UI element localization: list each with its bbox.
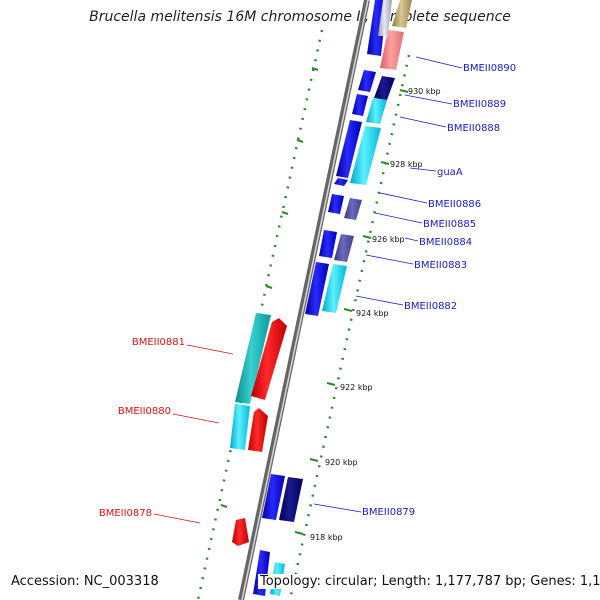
gene-bar-0883[interactable] [334,234,354,262]
leader-0886 [379,192,428,204]
leader-0889 [404,94,453,105]
gene-label-forward[interactable]: BMEII0882 [404,301,457,312]
gene-bar-0878[interactable] [232,518,249,546]
leader-guaA [409,167,437,172]
leader-0890 [415,56,463,69]
backbone-line [238,0,370,600]
leader-0883 [365,254,414,265]
gene-label-forward[interactable]: BMEII0888 [447,123,500,134]
gene-bar-tan[interactable] [392,0,412,28]
tick-label: 920 kbp [325,458,358,467]
tick-label: 922 kbp [340,383,373,392]
gene-bar-fwd[interactable] [352,94,368,116]
tick-label: 928 kbp [390,160,423,169]
inner-dash [296,139,304,143]
tick-label: 930 kbp [408,87,441,96]
outer-dash [399,89,409,93]
gene-bar-0885[interactable] [344,198,362,220]
outer-dash [362,235,372,239]
outer-dash [309,458,319,462]
leader-0878 [153,513,201,524]
tick-label: 924 kbp [356,309,389,318]
summary-text: Topology: circular; Length: 1,177,787 bp… [258,574,600,589]
tick-label: 926 kbp [372,235,405,244]
gene-bar-rev[interactable] [251,318,287,400]
outer-dash [380,161,390,165]
gene-label-forward[interactable]: BMEII0879 [362,507,415,518]
gene-label-reverse[interactable]: BMEII0880 [118,406,171,417]
gene-label-forward[interactable]: BMEII0886 [428,199,481,210]
inner-dash [220,504,228,508]
leader-0884 [404,237,419,242]
gene-bar-0881[interactable] [235,313,271,404]
gene-label-forward[interactable]: BMEII0890 [463,63,516,74]
leader-0880 [172,413,220,424]
gene-label-forward[interactable]: guaA [437,167,463,178]
outer-dash [294,531,304,535]
gene-bar-fwd[interactable] [328,194,344,214]
gene-bar-0889[interactable] [374,76,395,100]
gene-bar-0882[interactable] [322,264,347,313]
gene-label-reverse[interactable]: BMEII0881 [132,337,185,348]
gene-bar-rev[interactable] [248,408,268,452]
gene-bar-0884[interactable] [319,230,337,258]
gene-bar-fwd[interactable] [336,120,362,178]
inner-dash [281,211,289,215]
gene-bar-0888[interactable] [366,98,387,124]
backbone-highlight [241,0,369,600]
accession-text: Accession: NC_003318 [9,574,161,589]
leader-0885 [374,212,423,224]
gene-bar-fwd[interactable] [305,262,329,316]
gene-label-forward[interactable]: BMEII0883 [414,260,467,271]
gene-bar-fwd[interactable] [358,70,376,92]
inner-dash [265,285,273,289]
leader-0888 [399,116,447,128]
gene-bar-0880[interactable] [230,404,250,450]
gene-bar-fwd[interactable] [253,550,270,596]
gene-bar-0886[interactable] [334,178,348,186]
gene-label-forward[interactable]: BMEII0885 [423,219,476,230]
outer-dash [326,382,336,386]
gene-bar-guaA[interactable] [350,126,381,185]
gene-label-reverse[interactable]: BMEII0878 [99,508,152,519]
gene-label-forward[interactable]: BMEII0884 [419,237,472,248]
leader-0882 [355,295,404,306]
inner-dash [311,67,319,71]
tick-label: 918 kbp [310,533,343,542]
leader-0879 [313,503,362,513]
leader-0881 [186,344,234,355]
gene-bar-0890[interactable] [380,30,404,70]
gene-label-forward[interactable]: BMEII0889 [453,99,506,110]
gene-bar-white[interactable] [378,0,392,36]
outer-dash [343,308,353,312]
gene-bar-0879[interactable] [279,477,303,522]
gene-bar-fwd[interactable] [262,474,285,520]
